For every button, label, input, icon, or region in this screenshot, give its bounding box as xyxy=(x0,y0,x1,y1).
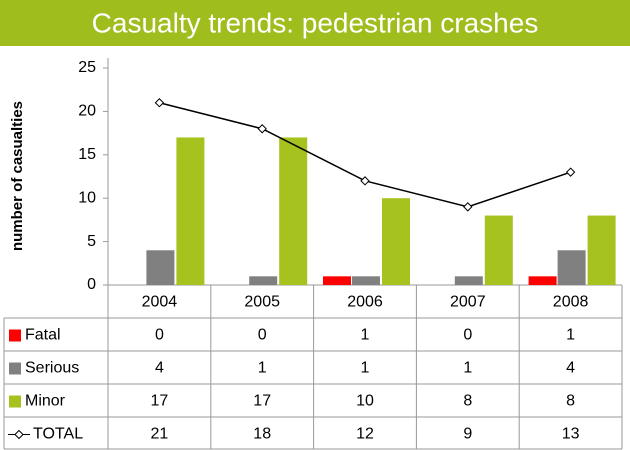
total-marker xyxy=(463,202,473,212)
legend-swatch xyxy=(9,395,21,408)
table-value: 18 xyxy=(253,426,271,443)
legend-swatch xyxy=(9,329,21,342)
bar xyxy=(323,276,351,285)
y-axis-label: number of casualties xyxy=(9,101,26,251)
bar xyxy=(352,276,380,285)
bar xyxy=(279,137,308,285)
bar xyxy=(249,276,278,285)
y-tick-label: 15 xyxy=(78,146,96,163)
table-value: 0 xyxy=(258,327,267,344)
total-line xyxy=(159,101,571,208)
title-bar xyxy=(0,0,630,46)
table-value: 1 xyxy=(361,327,370,344)
table-value: 4 xyxy=(155,360,164,377)
total-marker xyxy=(360,176,370,186)
bar xyxy=(587,215,616,285)
table-value: 21 xyxy=(151,426,169,443)
table-value: 8 xyxy=(463,393,472,410)
x-tick-label: 2008 xyxy=(553,294,589,311)
y-tick-label: 5 xyxy=(87,233,96,250)
y-tick-label: 20 xyxy=(78,103,96,120)
chart-title: Casualty trends: pedestrian crashes xyxy=(92,7,539,38)
table-value: 13 xyxy=(562,426,580,443)
table-value: 1 xyxy=(463,360,472,377)
bar xyxy=(176,137,205,285)
table-value: 1 xyxy=(566,327,575,344)
table-value: 17 xyxy=(151,393,169,410)
table-value: 1 xyxy=(361,360,370,377)
y-tick-label: 0 xyxy=(87,276,96,293)
table-value: 0 xyxy=(155,327,164,344)
legend-marker xyxy=(14,429,24,440)
legend-label: Fatal xyxy=(25,327,61,344)
x-tick-label: 2005 xyxy=(244,294,280,311)
table-value: 10 xyxy=(356,393,374,410)
x-tick-label: 2004 xyxy=(142,294,178,311)
table-value: 17 xyxy=(253,393,271,410)
x-tick-label: 2007 xyxy=(450,294,486,311)
bar xyxy=(528,276,557,285)
y-tick-label: 25 xyxy=(78,59,96,76)
y-tick-label: 10 xyxy=(78,189,96,206)
bar xyxy=(454,276,483,285)
bar xyxy=(484,215,513,285)
bar xyxy=(557,250,586,285)
bar xyxy=(146,250,175,285)
legend-swatch xyxy=(9,362,21,375)
table-value: 4 xyxy=(566,360,575,377)
table-value: 1 xyxy=(258,360,267,377)
table-value: 8 xyxy=(566,393,575,410)
legend-label: Serious xyxy=(25,360,79,377)
x-tick-label: 2006 xyxy=(347,294,383,311)
total-marker xyxy=(257,124,267,134)
table-value: 9 xyxy=(463,426,472,443)
table-value: 0 xyxy=(463,327,472,344)
legend-label: TOTAL xyxy=(33,426,83,443)
table-value: 12 xyxy=(356,426,374,443)
total-marker xyxy=(154,98,165,108)
total-marker xyxy=(565,167,576,177)
bar xyxy=(382,198,410,285)
legend-label: Minor xyxy=(25,393,66,410)
